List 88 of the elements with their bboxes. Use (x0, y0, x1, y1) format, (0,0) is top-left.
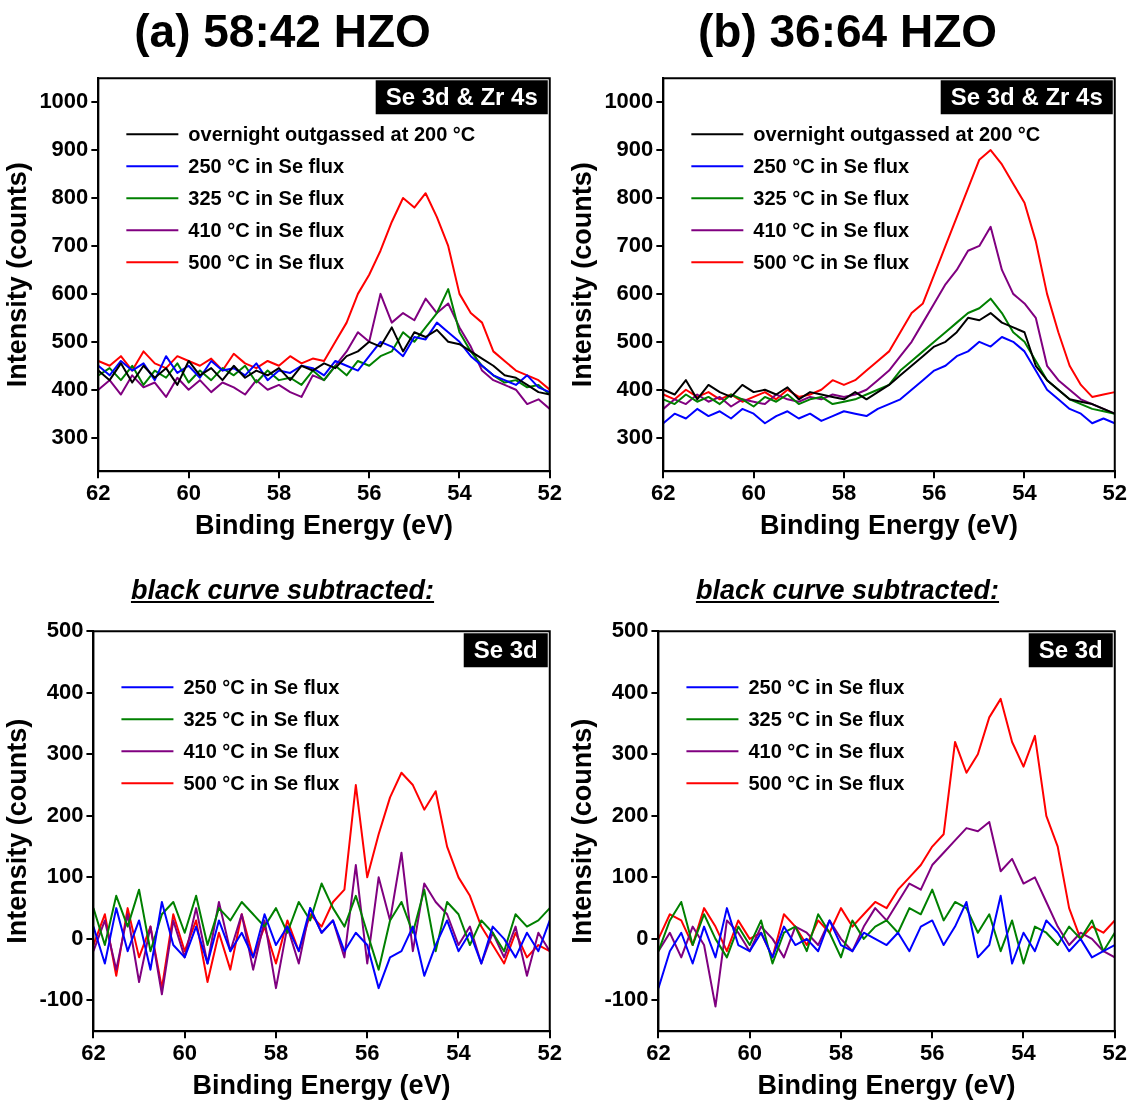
y-tick-label: 400 (611, 678, 649, 704)
y-tick-label: 400 (51, 375, 89, 401)
x-tick-label: 60 (176, 480, 201, 506)
y-axis-title: Intensity (counts) (1, 162, 32, 388)
legend-label: 325 °C in Se flux (748, 707, 905, 730)
legend-label: overnight outgassed at 200 °C (188, 122, 476, 145)
y-tick-label: 0 (71, 924, 84, 950)
y-tick-label: 900 (616, 136, 654, 162)
x-tick-label: 52 (537, 480, 563, 506)
x-axis-title: Binding Energy (eV) (195, 510, 454, 541)
x-tick-label: 54 (447, 480, 473, 506)
y-tick-label: 300 (51, 423, 89, 449)
legend-label: overnight outgassed at 200 °C (753, 122, 1041, 145)
x-tick-label: 58 (263, 1040, 289, 1066)
y-tick-label: 1000 (604, 88, 654, 114)
legend-label: 325 °C in Se flux (188, 186, 345, 209)
y-tick-label: 600 (51, 279, 89, 305)
y-tick-label: -100 (39, 986, 84, 1012)
annotation: Se 3d (473, 635, 538, 663)
y-tick-label: 1000 (39, 88, 89, 114)
x-tick-label: 52 (537, 1040, 563, 1066)
y-tick-label: 500 (616, 327, 654, 353)
x-tick-label: 62 (651, 480, 676, 506)
x-tick-label: 58 (831, 480, 857, 506)
x-tick-label: 54 (1012, 480, 1038, 506)
y-tick-label: 100 (611, 863, 649, 889)
legend-label: 500 °C in Se flux (748, 771, 905, 794)
y-axis-title: Intensity (counts) (566, 718, 597, 944)
legend-label: 250 °C in Se flux (753, 154, 910, 177)
legend-label: 500 °C in Se flux (188, 250, 345, 273)
y-axis-title: Intensity (counts) (566, 162, 597, 388)
x-tick-label: 62 (646, 1040, 671, 1066)
y-tick-label: 700 (616, 232, 654, 258)
x-tick-label: 60 (737, 1040, 762, 1066)
x-tick-label: 58 (828, 1040, 854, 1066)
legend-label: 500 °C in Se flux (183, 771, 340, 794)
x-tick-label: 54 (446, 1040, 472, 1066)
x-tick-label: 54 (1011, 1040, 1037, 1066)
y-tick-label: 900 (51, 136, 89, 162)
x-tick-label: 60 (172, 1040, 197, 1066)
y-tick-label: 500 (611, 617, 649, 643)
legend-label: 410 °C in Se flux (183, 739, 340, 762)
annotation: Se 3d (1038, 635, 1103, 663)
chart-title: black curve subtracted: (695, 575, 1000, 605)
legend-label: 410 °C in Se flux (188, 218, 345, 241)
x-tick-label: 56 (356, 480, 382, 506)
y-tick-label: 100 (46, 863, 84, 889)
x-tick-label: 56 (919, 1040, 945, 1066)
x-tick-label: 62 (81, 1040, 106, 1066)
y-tick-label: 500 (51, 327, 89, 353)
legend-label: 250 °C in Se flux (748, 675, 905, 698)
x-tick-label: 56 (921, 480, 947, 506)
y-tick-label: 200 (611, 801, 649, 827)
x-tick-label: 56 (354, 1040, 380, 1066)
y-axis-title: Intensity (counts) (1, 718, 32, 944)
y-tick-label: 800 (616, 184, 654, 210)
x-tick-label: 52 (1102, 480, 1128, 506)
chart-title: (b) 36:64 HZO (697, 5, 998, 57)
y-tick-label: 800 (51, 184, 89, 210)
chart-title: black curve subtracted: (130, 575, 435, 605)
y-tick-label: -100 (604, 986, 649, 1012)
legend-label: 250 °C in Se flux (188, 154, 345, 177)
y-tick-label: 300 (616, 423, 654, 449)
y-tick-label: 300 (611, 740, 649, 766)
legend-label: 250 °C in Se flux (183, 675, 340, 698)
y-tick-label: 700 (51, 232, 89, 258)
y-tick-label: 0 (636, 924, 649, 950)
y-tick-label: 400 (46, 678, 84, 704)
x-tick-label: 58 (266, 480, 292, 506)
legend-label: 410 °C in Se flux (748, 739, 905, 762)
legend-label: 410 °C in Se flux (753, 218, 910, 241)
x-tick-label: 62 (86, 480, 111, 506)
legend-label: 325 °C in Se flux (183, 707, 340, 730)
legend-label: 325 °C in Se flux (753, 186, 910, 209)
y-tick-label: 400 (616, 375, 654, 401)
chart-title: (a) 58:42 HZO (134, 5, 431, 57)
legend-label: 500 °C in Se flux (753, 250, 910, 273)
x-axis-title: Binding Energy (eV) (192, 1070, 451, 1101)
y-tick-label: 200 (46, 801, 84, 827)
annotation: Se 3d & Zr 4s (385, 82, 538, 110)
y-tick-label: 300 (46, 740, 84, 766)
x-tick-label: 60 (741, 480, 766, 506)
x-axis-title: Binding Energy (eV) (760, 510, 1019, 541)
y-tick-label: 500 (46, 617, 84, 643)
annotation: Se 3d & Zr 4s (950, 82, 1103, 110)
y-tick-label: 600 (616, 279, 654, 305)
x-tick-label: 52 (1102, 1040, 1128, 1066)
x-axis-title: Binding Energy (eV) (757, 1070, 1016, 1101)
